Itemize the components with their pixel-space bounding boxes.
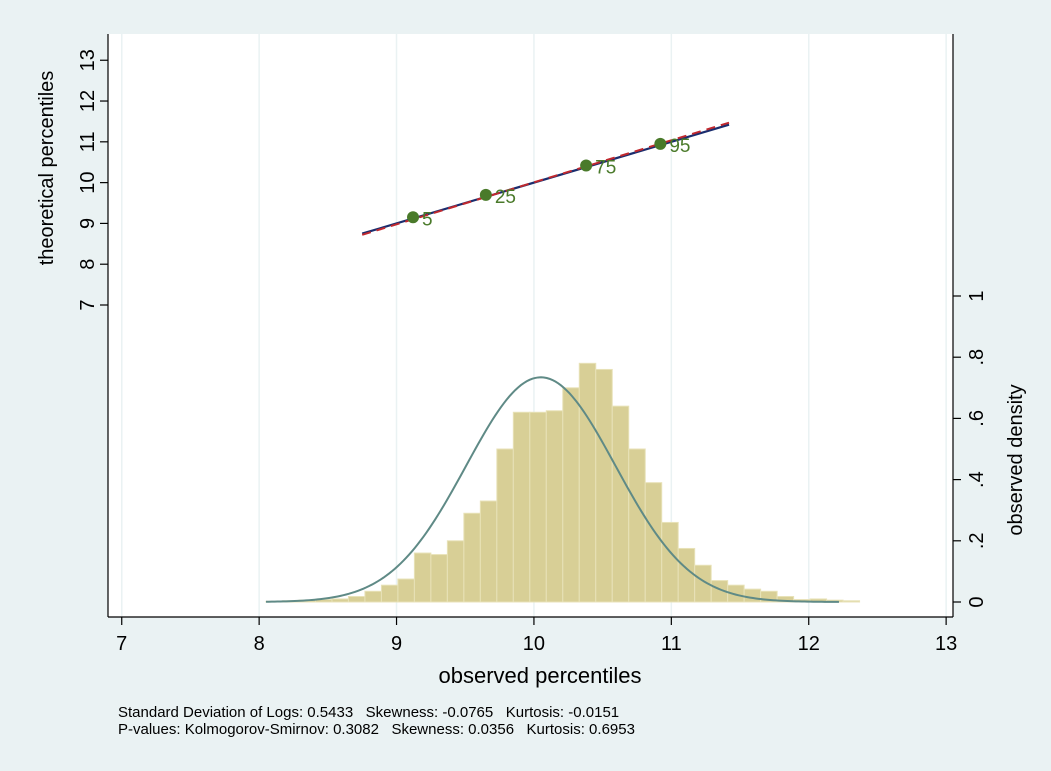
histogram-bars: [265, 362, 861, 603]
x-axis-title: observed percentiles: [438, 663, 641, 688]
x-tick-label: 12: [798, 633, 820, 655]
histogram-bar: [644, 482, 663, 603]
y-right-tick-label: 1: [966, 290, 988, 301]
histogram-bar: [545, 410, 564, 603]
histogram-bar: [529, 411, 547, 603]
y-right-axis-title: observed density: [1005, 384, 1027, 535]
gridlines: [120, 34, 947, 617]
y-left-tick-label: 13: [77, 49, 99, 71]
histogram-bar: [578, 362, 597, 603]
percentile-points: 5 25 75 95: [407, 136, 690, 230]
percentile-label: 95: [669, 136, 690, 157]
y-right-tick-label: .2: [966, 532, 988, 549]
histogram-bar: [463, 512, 481, 603]
histogram-bar: [628, 448, 646, 603]
histogram-bar: [743, 588, 762, 603]
histogram-bar: [331, 598, 349, 603]
y-left-tick-label: 7: [77, 299, 99, 310]
histogram-bar: [413, 552, 432, 603]
y-left-tick-label: 11: [77, 131, 99, 152]
histogram-bar: [364, 590, 382, 603]
histogram-bar: [677, 547, 696, 603]
histogram-bar: [496, 448, 514, 603]
y-left-tick-label: 10: [77, 171, 99, 193]
percentile-marker: [407, 211, 420, 224]
y-left-tick-label: 9: [77, 218, 99, 229]
histogram-bar: [380, 584, 399, 603]
y-left-tick-label: 8: [77, 259, 99, 270]
histogram-bar: [446, 540, 465, 603]
x-tick-label: 11: [661, 633, 682, 655]
y-left-tick-label: 12: [77, 90, 99, 112]
y-right-tick-label: .4: [966, 471, 988, 488]
histogram-bar: [479, 500, 498, 603]
histogram-bar: [347, 595, 366, 603]
y-right-tick-label: .6: [966, 410, 988, 427]
summary-stats-line: Standard Deviation of Logs: 0.5433 Skewn…: [118, 704, 620, 721]
percentile-label: 75: [595, 157, 616, 178]
y-left-axis-title: theoretical percentiles: [36, 71, 58, 266]
percentile-label: 25: [495, 187, 516, 208]
y-right-tick-label: 0: [966, 596, 988, 607]
x-tick-label: 13: [935, 633, 957, 655]
x-tick-label: 8: [254, 633, 265, 655]
histogram-bar: [661, 521, 679, 603]
axes: 7 8 9 10 11 12 13 7 8 9 10 11 12 13 0 .2 .4 .6 .8 1: [77, 34, 988, 655]
y-right-tick-label: .8: [966, 349, 988, 366]
histogram-bar: [397, 578, 415, 603]
percentile-marker: [654, 137, 667, 150]
percentile-label: 5: [422, 209, 433, 230]
percentile-marker: [580, 159, 593, 172]
histogram-bar: [562, 387, 580, 603]
histogram-bar: [842, 600, 861, 603]
histogram-bar: [611, 405, 630, 603]
histogram-bar: [430, 554, 448, 603]
p-values-line: P-values: Kolmogorov-Smirnov: 0.3082 Ske…: [118, 721, 635, 738]
histogram-bar: [512, 411, 531, 603]
histogram-bar: [595, 368, 613, 603]
x-tick-label: 10: [523, 633, 545, 655]
x-tick-label: 9: [391, 633, 402, 655]
x-tick-label: 7: [116, 633, 127, 655]
density-curve: [265, 376, 839, 603]
chart-svg: 5 25 75 95 7 8 9 10 11 12 13 7 8 9 10 11 12 13 0 .2 .4 .6 .8 1…: [36, 34, 1027, 688]
percentile-marker: [479, 188, 492, 201]
reference-line: [361, 121, 730, 236]
